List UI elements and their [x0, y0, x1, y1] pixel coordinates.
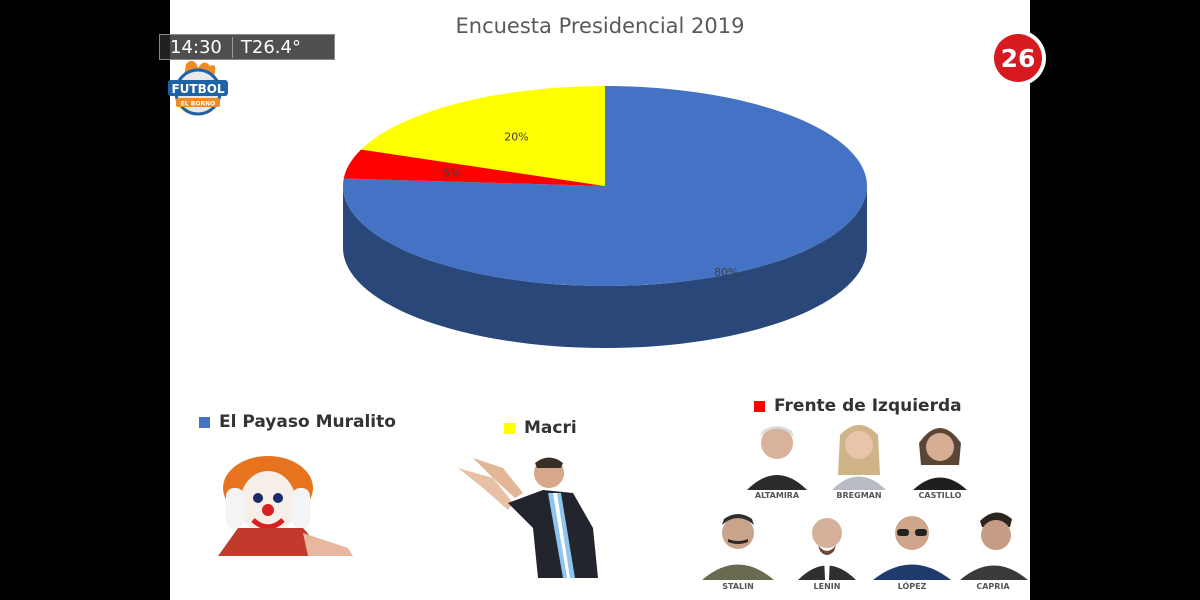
pie-side-el-payaso-muralito	[343, 186, 867, 348]
caption-capria: CAPRIA	[976, 582, 1010, 591]
legend-swatch-macri	[504, 422, 515, 434]
caption-altamira: ALTAMIRA	[754, 491, 800, 500]
pie-slice-macri	[361, 86, 605, 186]
legend-item-muralito: El Payaso Muralito	[199, 412, 396, 432]
legend-label-izquierda: Frente de Izquierda	[774, 396, 962, 416]
legend-swatch-muralito	[199, 416, 210, 428]
channel-logo: 26	[988, 28, 1048, 88]
data-label-frente-de-izquierda: 5%	[443, 167, 460, 180]
legend-label-macri: Macri	[524, 418, 577, 438]
portrait-bregman	[824, 415, 894, 490]
legend-item-macri: Macri	[504, 418, 577, 438]
clock-temperature-bar: 14:30 T26.4°	[159, 34, 335, 60]
macri-photo	[453, 448, 603, 578]
data-label-macri: 20%	[504, 130, 528, 143]
chart-title: Encuesta Presidencial 2019	[455, 14, 745, 38]
data-label-el-payaso-muralito: 80%	[714, 266, 738, 279]
clown-photo	[208, 448, 358, 556]
caption-lopez: LÓPEZ	[897, 582, 927, 591]
show-logo-line1: FUTBOL	[171, 82, 224, 96]
portrait-lopez	[867, 505, 957, 580]
legend-label-muralito: El Payaso Muralito	[219, 412, 396, 432]
caption-castillo: CASTILLO	[918, 491, 962, 500]
caption-bregman: BREGMAN	[836, 491, 882, 500]
portrait-altamira	[742, 415, 812, 490]
clock-text: 14:30	[160, 36, 233, 58]
portrait-stalin	[698, 505, 778, 580]
legend-item-izquierda: Frente de Izquierda	[754, 396, 962, 416]
show-logo: FUTBOL EL BORNO	[164, 58, 232, 118]
caption-stalin: STALIN	[722, 582, 754, 591]
pie-chart: 80% 5% 20%	[343, 86, 867, 348]
portrait-capria	[958, 505, 1028, 580]
pie-slice-frente-de-izquierda	[343, 149, 605, 186]
temperature-text: T26.4°	[240, 36, 301, 58]
caption-lenin: LENIN	[813, 582, 841, 591]
show-logo-line2: EL BORNO	[181, 101, 215, 108]
portrait-castillo	[905, 415, 975, 490]
slide: Encuesta Presidencial 2019 80% 5% 20% El P…	[170, 0, 1030, 600]
legend-swatch-izquierda	[754, 400, 765, 412]
portrait-lenin	[792, 505, 862, 580]
channel-number: 26	[1001, 44, 1036, 73]
